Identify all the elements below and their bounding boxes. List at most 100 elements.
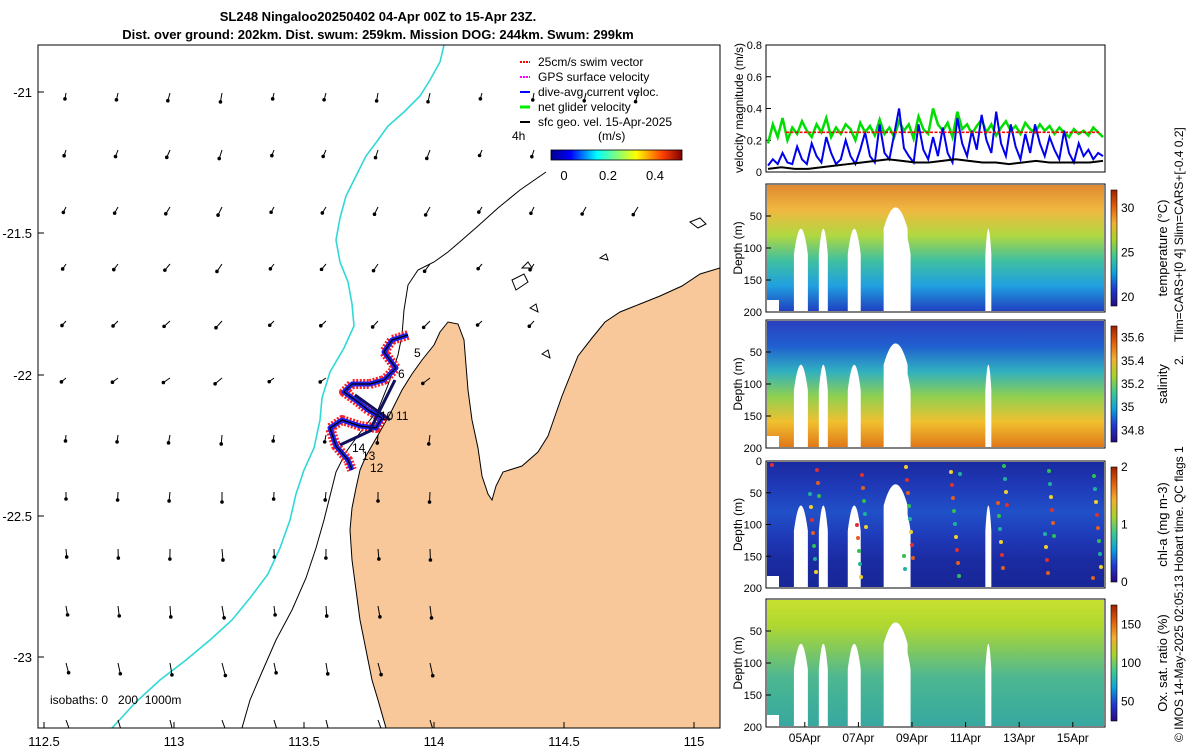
track-day-0: 5 bbox=[414, 346, 421, 360]
geo-arrow-13 bbox=[113, 149, 119, 159]
land-mass bbox=[349, 267, 720, 728]
latitude-tick-labels: -21 -21.5 -22 -22.5 -23 bbox=[2, 85, 32, 665]
geo-arrow-77 bbox=[323, 491, 328, 502]
geo-arrow-20 bbox=[477, 149, 483, 158]
geo-arrow-97 bbox=[117, 662, 123, 676]
geo-arrow-111 bbox=[429, 719, 433, 728]
lat-tick-3: -22.5 bbox=[2, 509, 32, 524]
legend-label-1: GPS surface velocity bbox=[538, 70, 649, 84]
geo-arrow-79 bbox=[427, 491, 432, 504]
geo-arrow-74 bbox=[167, 491, 171, 503]
legend-label-2: dive-avg current veloc. bbox=[538, 85, 659, 99]
isobaths-label: isobaths: 0 200 1000m bbox=[50, 693, 181, 707]
geo-arrow-92 bbox=[273, 605, 277, 617]
geo-arrow-83 bbox=[221, 548, 225, 562]
geo-arrow-11 bbox=[633, 92, 639, 104]
geo-arrow-53 bbox=[421, 320, 431, 330]
geo-arrow-1 bbox=[114, 92, 119, 102]
geo-arrow-38 bbox=[163, 263, 171, 272]
geo-arrow-58 bbox=[161, 377, 171, 385]
geo-arrow-51 bbox=[319, 320, 327, 328]
legend-label-0: 25cm/s swim vector bbox=[538, 55, 643, 69]
geo-arrow-90 bbox=[169, 605, 173, 619]
geo-arrow-63 bbox=[421, 377, 431, 386]
lon-tick-3: 114 bbox=[424, 734, 445, 749]
geo-arrow-45 bbox=[528, 263, 535, 272]
geo-arrow-59 bbox=[213, 377, 223, 386]
geo-arrow-25 bbox=[112, 206, 119, 215]
geo-arrow-4 bbox=[270, 92, 275, 101]
track-day-6: 12 bbox=[370, 461, 384, 475]
geo-arrow-103 bbox=[429, 662, 435, 678]
geo-arrow-0 bbox=[63, 92, 67, 101]
geo-arrow-42 bbox=[371, 263, 379, 273]
geo-arrow-29 bbox=[320, 206, 327, 215]
geo-arrow-105 bbox=[117, 719, 121, 728]
islands bbox=[511, 217, 707, 359]
lon-tick-1: 113 bbox=[164, 734, 185, 749]
geo-arrow-94 bbox=[377, 605, 382, 619]
geo-arrow-14 bbox=[164, 149, 171, 160]
geo-arrow-102 bbox=[377, 662, 383, 677]
geo-arrow-80 bbox=[64, 548, 69, 559]
geo-arrow-56 bbox=[59, 377, 67, 384]
geo-arrow-27 bbox=[216, 206, 223, 217]
geo-arrow-87 bbox=[428, 548, 433, 562]
geo-arrow-17 bbox=[321, 149, 327, 159]
geo-arrow-91 bbox=[221, 605, 226, 620]
geo-arrow-21 bbox=[530, 149, 535, 159]
geo-arrow-100 bbox=[273, 662, 278, 675]
geo-arrow-82 bbox=[168, 548, 172, 561]
geo-arrow-19 bbox=[424, 149, 431, 161]
longitude-tick-labels: 112.5 113 113.5 114 114.5 115 bbox=[28, 734, 704, 749]
geo-arrow-85 bbox=[324, 548, 328, 560]
coastline-0m bbox=[241, 171, 547, 728]
track-day-3: 11 bbox=[396, 409, 409, 423]
isobath-1000m bbox=[111, 45, 445, 728]
lat-tick-4: -23 bbox=[13, 650, 32, 665]
track-day-1: 6 bbox=[398, 367, 405, 381]
geo-arrow-6 bbox=[374, 92, 379, 103]
map-tick-marks bbox=[38, 91, 695, 728]
map-frame bbox=[37, 44, 721, 729]
geo-arrow-30 bbox=[372, 206, 379, 216]
geo-arrow-69 bbox=[322, 434, 327, 444]
geo-arrow-68 bbox=[271, 434, 275, 443]
geo-arrow-98 bbox=[169, 662, 174, 677]
geo-arrow-16 bbox=[270, 149, 275, 158]
geo-arrow-73 bbox=[115, 491, 120, 502]
geo-arrow-55 bbox=[527, 320, 535, 329]
geo-arrow-61 bbox=[318, 377, 327, 384]
geo-arrow-9 bbox=[530, 92, 535, 102]
geo-arrow-89 bbox=[117, 605, 122, 618]
geo-arrow-44 bbox=[476, 263, 483, 271]
lat-tick-1: -21.5 bbox=[2, 226, 32, 241]
geo-arrow-99 bbox=[221, 662, 228, 678]
lon-tick-0: 112.5 bbox=[28, 734, 60, 749]
geo-arrow-57 bbox=[110, 377, 119, 385]
geo-arrow-49 bbox=[214, 320, 223, 330]
track-day-4: 14 bbox=[352, 441, 366, 455]
geo-arrow-81 bbox=[116, 548, 121, 560]
geo-arrow-50 bbox=[267, 320, 275, 328]
lon-tick-5: 115 bbox=[684, 734, 705, 749]
geo-arrow-108 bbox=[273, 719, 277, 728]
geo-arrow-93 bbox=[324, 605, 329, 618]
geo-arrow-43 bbox=[422, 263, 431, 274]
geo-arrow-8 bbox=[478, 92, 483, 101]
geo-arrow-34 bbox=[580, 206, 587, 216]
speed-colorbar-tick-0: 0 bbox=[560, 168, 567, 183]
geo-arrow-60 bbox=[267, 377, 275, 384]
geo-arrow-31 bbox=[423, 206, 431, 217]
lat-tick-2: -22 bbox=[13, 368, 32, 383]
geo-arrow-67 bbox=[219, 434, 224, 446]
geo-arrow-75 bbox=[220, 492, 224, 504]
geo-arrow-40 bbox=[268, 263, 275, 271]
geo-arrow-54 bbox=[475, 320, 483, 327]
legend-label-4: sfc geo. vel. 15-Apr-2025 bbox=[538, 115, 672, 129]
figure-title-line1: SL248 Ningaloo20250402 04-Apr 00Z to 15-… bbox=[219, 9, 537, 24]
geo-arrow-24 bbox=[61, 206, 67, 215]
geo-arrow-66 bbox=[166, 434, 171, 445]
